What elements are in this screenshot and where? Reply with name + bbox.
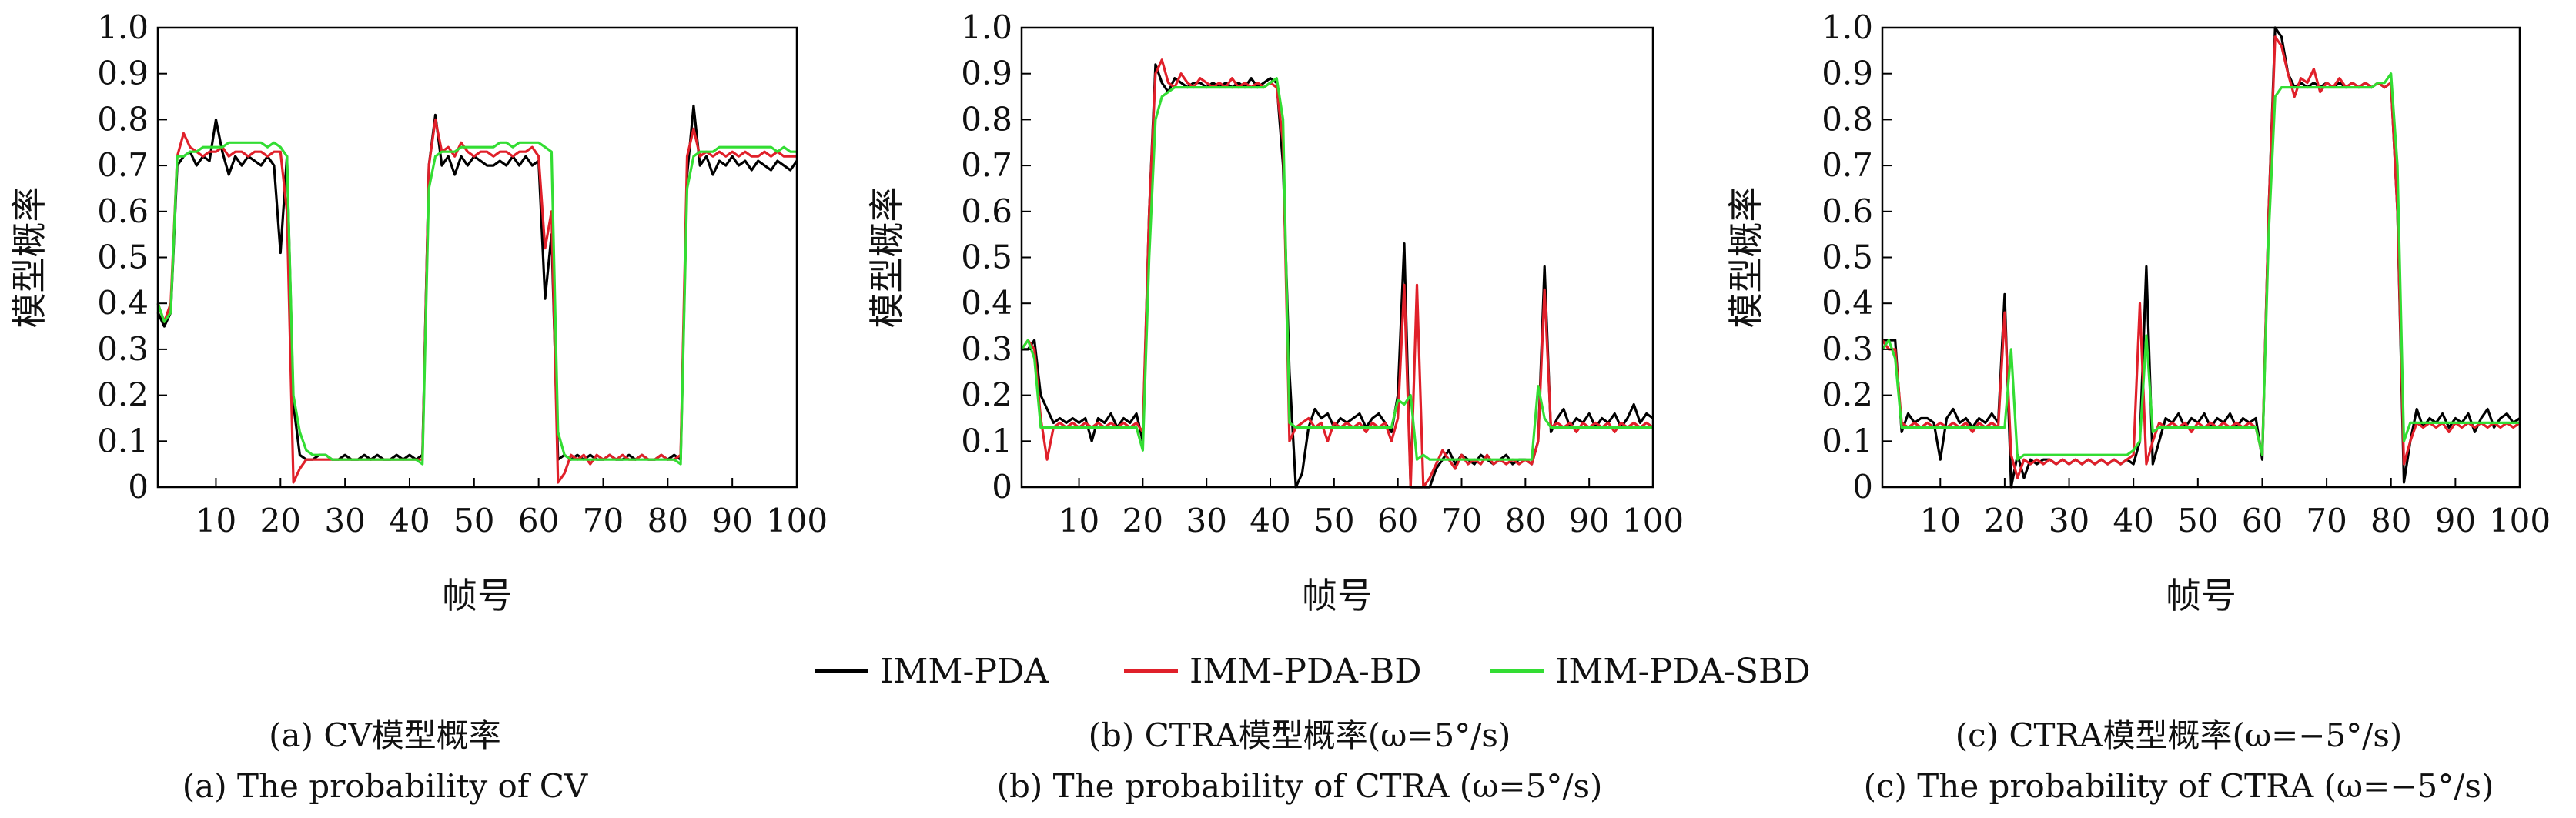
y-tick-label-a: 0.1 bbox=[97, 422, 149, 459]
y-tick-label-c: 0.6 bbox=[1822, 192, 1873, 230]
x-tick-label-a: 40 bbox=[389, 502, 430, 539]
x-tick-label-c: 90 bbox=[2435, 502, 2476, 539]
caption-b-cn: (b) CTRA模型概率(ω=5°/s) bbox=[1089, 716, 1511, 754]
panel-c: 0 0.1 0.2 0.3 0.4 0.5 0.6 0.7 0.8 0.9 1.0 10 20 30 40 5… bbox=[1725, 8, 2551, 616]
x-tick-label-b: 40 bbox=[1250, 502, 1290, 539]
legend-label-imm-pda-bd: IMM-PDA-BD bbox=[1189, 652, 1422, 691]
captions: (a) CV模型概率 (a) The probability of CV (b)… bbox=[182, 716, 2494, 805]
x-tick-label-b: 30 bbox=[1186, 502, 1226, 539]
y-tick-label-a: 0 bbox=[128, 468, 149, 506]
x-tick-label-a: 30 bbox=[324, 502, 365, 539]
y-tick-label-a: 0.8 bbox=[97, 100, 149, 138]
legend: IMM-PDA IMM-PDA-BD IMM-PDA-SBD bbox=[815, 652, 1811, 691]
y-tick-label-a: 0.2 bbox=[97, 376, 149, 414]
x-axis-label-c: 帧号 bbox=[2166, 575, 2236, 616]
y-tick-label-a: 0.9 bbox=[97, 55, 149, 92]
panel-b: 0 0.1 0.2 0.3 0.4 0.5 0.6 0.7 0.8 0.9 1.0 10 20 30 40 5… bbox=[866, 8, 1684, 616]
y-axis-label-c: 模型概率 bbox=[1725, 187, 1767, 329]
x-tick-label-a: 20 bbox=[260, 502, 301, 539]
series-line-imm-pda-sbd-a bbox=[156, 141, 797, 466]
x-tick-label-c: 10 bbox=[1920, 502, 1961, 539]
y-tick-label-b: 0.6 bbox=[961, 192, 1012, 230]
y-tick-label-b: 0.8 bbox=[961, 100, 1012, 138]
x-axis-label-b: 帧号 bbox=[1302, 575, 1373, 616]
series-line-imm-pda-sbd-b bbox=[1020, 77, 1653, 461]
caption-a-en: (a) The probability of CV bbox=[182, 767, 588, 805]
x-tick-label-a: 80 bbox=[647, 502, 688, 539]
x-tick-label-b: 80 bbox=[1505, 502, 1546, 539]
x-tick-label-c: 80 bbox=[2370, 502, 2411, 539]
x-tick-label-a: 60 bbox=[518, 502, 559, 539]
x-tick-label-b: 10 bbox=[1059, 502, 1099, 539]
y-tick-label-c: 0.1 bbox=[1822, 422, 1873, 459]
y-tick-label-c: 0.3 bbox=[1822, 330, 1873, 368]
y-tick-label-a: 0.7 bbox=[97, 146, 149, 184]
x-tick-label-b: 90 bbox=[1568, 502, 1609, 539]
y-tick-label-b: 0.9 bbox=[961, 55, 1012, 92]
legend-label-imm-pda: IMM-PDA bbox=[880, 652, 1049, 691]
y-tick-label-b: 0.7 bbox=[961, 146, 1012, 184]
series-line-imm-pda-bd-a bbox=[156, 118, 797, 484]
y-tick-label-a: 1.0 bbox=[97, 8, 149, 46]
legend-label-imm-pda-sbd: IMM-PDA-SBD bbox=[1555, 652, 1811, 691]
x-tick-label-b: 60 bbox=[1377, 502, 1418, 539]
y-tick-label-c: 0.8 bbox=[1822, 100, 1873, 138]
x-tick-label-b: 50 bbox=[1313, 502, 1354, 539]
y-tick-label-b: 0.1 bbox=[961, 422, 1012, 459]
y-tick-label-b: 0.3 bbox=[961, 330, 1012, 368]
x-tick-label-a: 100 bbox=[766, 502, 828, 539]
x-tick-label-a: 10 bbox=[196, 502, 236, 539]
x-tick-label-c: 70 bbox=[2306, 502, 2347, 539]
x-tick-label-a: 50 bbox=[453, 502, 494, 539]
panel-a: 0 0.1 0.2 0.3 0.4 0.5 0.6 0.7 0.8 0.9 1.0 10 20 30 40 5… bbox=[8, 8, 828, 616]
x-tick-label-b: 70 bbox=[1441, 502, 1482, 539]
plot-frame-a bbox=[156, 26, 798, 489]
y-tick-label-c: 1.0 bbox=[1822, 8, 1873, 46]
y-tick-label-c: 0.5 bbox=[1822, 239, 1873, 276]
x-axis-label-a: 帧号 bbox=[442, 575, 513, 616]
y-tick-label-c: 0.9 bbox=[1822, 55, 1873, 92]
y-tick-label-a: 0.3 bbox=[97, 330, 149, 368]
series-line-imm-pda-bd-c bbox=[1881, 35, 2521, 479]
y-tick-label-a: 0.4 bbox=[97, 284, 149, 322]
y-tick-label-b: 0.2 bbox=[961, 376, 1012, 414]
y-tick-label-b: 1.0 bbox=[961, 8, 1012, 46]
x-tick-label-c: 20 bbox=[1984, 502, 2025, 539]
y-tick-label-c: 0.2 bbox=[1822, 376, 1873, 414]
x-tick-label-b: 100 bbox=[1622, 502, 1684, 539]
y-tick-label-b: 0.4 bbox=[961, 284, 1012, 322]
series-line-imm-pda-sbd-c bbox=[1881, 72, 2520, 461]
y-tick-label-a: 0.5 bbox=[97, 239, 149, 276]
x-tick-label-a: 70 bbox=[583, 502, 624, 539]
y-tick-label-b: 0 bbox=[992, 468, 1012, 506]
caption-a-cn: (a) CV模型概率 bbox=[269, 716, 501, 754]
x-tick-label-c: 50 bbox=[2177, 502, 2218, 539]
y-tick-label-b: 0.5 bbox=[961, 239, 1012, 276]
series-line-imm-pda-a bbox=[156, 104, 798, 461]
x-tick-label-a: 90 bbox=[711, 502, 752, 539]
y-tick-label-c: 0.4 bbox=[1822, 284, 1873, 322]
caption-c-en: (c) The probability of CTRA (ω=−5°/s) bbox=[1864, 767, 2494, 805]
x-tick-label-b: 20 bbox=[1122, 502, 1163, 539]
caption-b-en: (b) The probability of CTRA (ω=5°/s) bbox=[997, 767, 1603, 805]
y-axis-label-a: 模型概率 bbox=[8, 187, 50, 329]
y-tick-label-c: 0 bbox=[1852, 468, 1873, 506]
y-axis-label-b: 模型概率 bbox=[866, 187, 908, 329]
y-tick-label-a: 0.6 bbox=[97, 192, 149, 230]
x-tick-label-c: 60 bbox=[2242, 502, 2283, 539]
series-line-imm-pda-bd-b bbox=[1020, 58, 1654, 489]
x-tick-label-c: 100 bbox=[2489, 502, 2551, 539]
series-line-imm-pda-c bbox=[1882, 26, 2521, 489]
y-tick-label-c: 0.7 bbox=[1822, 146, 1873, 184]
caption-c-cn: (c) CTRA模型概率(ω=−5°/s) bbox=[1955, 716, 2403, 754]
x-tick-label-c: 30 bbox=[2049, 502, 2089, 539]
x-tick-label-c: 40 bbox=[2113, 502, 2153, 539]
